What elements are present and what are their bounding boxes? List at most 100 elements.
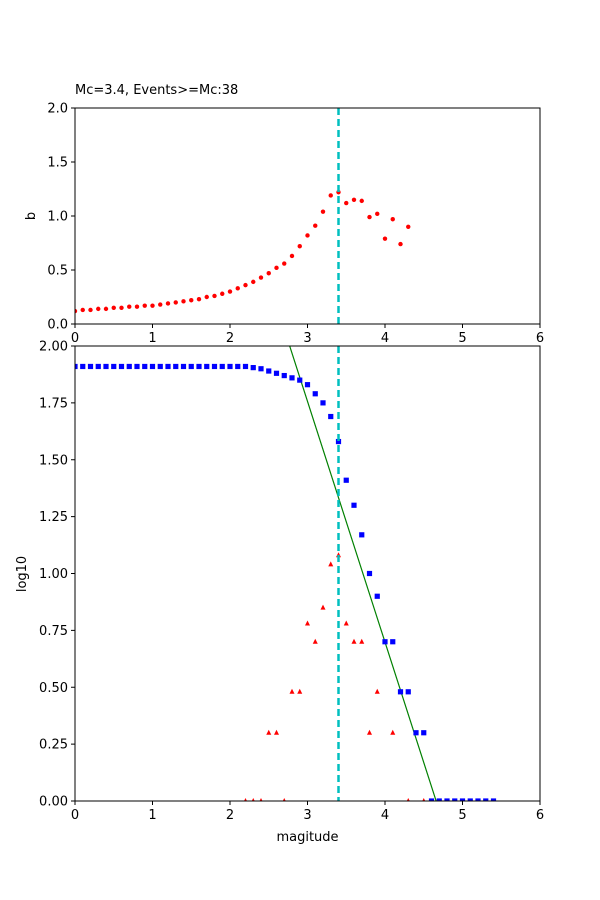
bottom-y-tick-label: 1.75	[39, 396, 68, 411]
bottom-series-0-point	[258, 366, 264, 372]
top-series-0-point	[375, 211, 380, 217]
bottom-series-1-point	[343, 620, 349, 626]
top-series-0-point	[251, 279, 256, 285]
top-series-0-point	[111, 305, 116, 310]
top-series-0-point	[258, 275, 264, 280]
bottom-series-1-point	[289, 688, 295, 694]
bottom-x-tick-label: 6	[536, 808, 544, 823]
bottom-y-tick-label: 0.50	[39, 681, 68, 696]
top-series-0-point	[328, 193, 333, 198]
bottom-series-0-point	[149, 363, 156, 370]
bottom-y-tick-label: 0.00	[39, 795, 68, 810]
bottom-series-1-point	[359, 638, 365, 644]
bottom-series-1-point	[259, 798, 263, 801]
bottom-series-0-point	[165, 363, 171, 370]
bottom-series-0-point	[459, 798, 466, 801]
top-series-0-point	[382, 236, 388, 241]
bottom-series-0-point	[134, 363, 140, 370]
bottom-series-0-point	[80, 363, 86, 370]
bottom-series-0-point	[75, 363, 78, 370]
top-series-0-point	[158, 302, 163, 307]
top-series-0-point	[189, 298, 194, 303]
bottom-y-tick-label: 2.00	[39, 340, 68, 355]
bottom-series-0-point	[118, 363, 125, 370]
top-series-0-point	[196, 296, 202, 302]
bottom-series-0-point	[421, 730, 427, 736]
top-x-tick-label: 0	[71, 331, 79, 346]
top-series-0-point	[297, 244, 302, 249]
bottom-series-0-point	[366, 570, 373, 577]
bottom-series-1-point	[297, 688, 303, 694]
top-series-0-point	[134, 304, 140, 309]
bottom-series-0-point	[397, 689, 404, 695]
bottom-series-0-point	[467, 798, 473, 801]
bottom-series-1-point	[422, 798, 426, 801]
bottom-series-0-point	[87, 363, 94, 370]
top-x-tick-label: 1	[148, 331, 156, 346]
bottom-series-1-point	[328, 561, 334, 567]
top-series-0-point	[266, 271, 271, 276]
bottom-series-0-point	[250, 365, 256, 371]
top-series-0-point	[142, 303, 147, 308]
bottom-series-0-point	[328, 413, 334, 420]
bottom-series-1-point	[274, 729, 279, 735]
bottom-plot-area	[75, 346, 497, 801]
top-y-tick-label: 1.5	[47, 156, 68, 171]
bottom-series-0-point	[266, 368, 272, 374]
top-series-0-point	[127, 304, 132, 309]
bottom-series-1-point	[406, 798, 410, 801]
bottom-series-0-point	[405, 689, 411, 695]
bottom-series-0-point	[219, 363, 225, 370]
top-series-0-point	[80, 307, 85, 313]
top-x-tick-label: 5	[458, 331, 466, 346]
bottom-series-1-point	[320, 604, 326, 610]
bottom-series-0-point	[382, 639, 388, 645]
bottom-x-tick-label: 0	[71, 808, 79, 823]
bottom-series-0-point	[436, 798, 442, 801]
bottom-series-0-point	[390, 639, 396, 645]
bottom-series-0-point	[428, 798, 435, 801]
bottom-series-1-point	[351, 638, 357, 644]
top-x-tick-label: 4	[381, 331, 389, 346]
top-series-0-point	[320, 209, 326, 214]
bottom-series-0-point	[304, 382, 311, 388]
bottom-series-0-point	[188, 363, 194, 370]
bottom-series-0-point	[95, 363, 101, 370]
bottom-series-0-point	[335, 438, 342, 445]
top-chart-title: Mc=3.4, Events>=Mc:38	[75, 83, 238, 98]
bottom-series-1-point	[312, 638, 318, 644]
top-series-0-point	[181, 299, 186, 304]
bottom-y-tick-label: 1.25	[39, 510, 68, 525]
bottom-series-0-point	[242, 363, 249, 370]
top-x-tick-label: 3	[303, 331, 311, 346]
bottom-y-tick-label: 0.25	[39, 738, 68, 753]
top-series-0-point	[367, 214, 372, 220]
bottom-x-tick-label: 1	[148, 808, 156, 823]
top-series-0-point	[220, 291, 225, 296]
top-series-0-point	[313, 223, 318, 228]
top-series-0-point	[204, 294, 209, 300]
top-series-0-point	[235, 286, 240, 291]
top-series-0-point	[88, 307, 93, 313]
top-series-0-point	[119, 305, 124, 310]
bottom-series-1-point	[390, 729, 396, 735]
bottom-series-0-point	[374, 593, 380, 599]
bottom-series-0-point	[413, 730, 419, 736]
bottom-series-0-point	[343, 477, 349, 483]
top-series-0-point	[406, 224, 411, 229]
bottom-series-0-point	[359, 532, 365, 538]
bottom-series-1-point	[282, 798, 286, 801]
gutenberg-richter-fit-line	[289, 346, 437, 801]
bottom-series-0-point	[196, 363, 202, 370]
top-plot-area	[75, 190, 411, 314]
bottom-series-0-point	[273, 370, 280, 376]
bottom-series-0-point	[490, 798, 497, 801]
top-series-0-point	[103, 306, 109, 312]
bottom-series-0-point	[235, 363, 241, 370]
bottom-x-tick-label: 3	[303, 808, 311, 823]
bottom-series-0-point	[173, 363, 179, 370]
bottom-series-0-point	[126, 363, 132, 370]
bottom-series-1-point	[374, 688, 380, 694]
